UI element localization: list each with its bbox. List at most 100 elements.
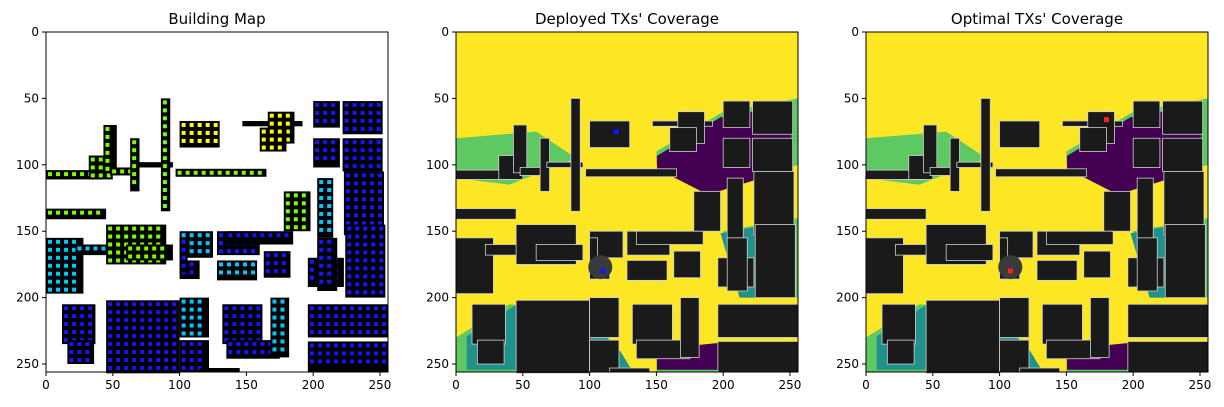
grid-point — [323, 148, 328, 153]
grid-point — [361, 213, 366, 218]
grid-point — [345, 197, 350, 202]
grid-point — [349, 322, 354, 327]
grid-point — [365, 314, 370, 319]
building — [956, 161, 994, 168]
grid-point — [363, 258, 368, 263]
grid-point — [181, 122, 186, 127]
grid-point — [140, 350, 145, 355]
grid-point — [285, 129, 290, 134]
grid-point — [352, 111, 357, 116]
grid-point — [56, 210, 61, 215]
grid-point — [309, 314, 314, 319]
grid-point — [265, 269, 270, 274]
building — [881, 303, 916, 345]
grid-point — [376, 118, 381, 123]
grid-point — [333, 306, 338, 311]
grid-point — [205, 122, 210, 127]
grid-point — [327, 188, 332, 193]
grid-point — [48, 287, 53, 292]
grid-point — [56, 247, 61, 252]
grid-point — [269, 121, 274, 126]
grid-point — [181, 299, 186, 304]
y-tick-label: 250 — [836, 357, 859, 371]
grid-point — [285, 137, 290, 142]
grid-point — [181, 233, 186, 238]
grid-point — [235, 262, 240, 267]
building — [722, 137, 751, 168]
x-tick-label: 250 — [1189, 378, 1212, 392]
tower — [998, 255, 1023, 280]
grid-point — [272, 315, 277, 320]
grid-point — [361, 221, 366, 226]
grid-point — [189, 241, 194, 246]
grid-point — [108, 258, 113, 263]
grid-point — [377, 213, 382, 218]
grid-point — [181, 366, 186, 371]
building — [1132, 137, 1161, 168]
grid-point — [251, 262, 256, 267]
grid-point — [365, 343, 370, 348]
grid-point — [108, 242, 113, 247]
grid-point — [373, 306, 378, 311]
grid-point — [344, 140, 349, 145]
grid-point — [368, 103, 373, 108]
grid-point — [357, 314, 362, 319]
building — [631, 303, 673, 345]
grid-point — [116, 334, 121, 339]
grid-point — [64, 247, 69, 252]
grid-point — [272, 339, 277, 344]
grid-point — [371, 234, 376, 239]
grid-point — [369, 221, 374, 226]
building — [722, 100, 751, 129]
grid-point — [197, 323, 202, 328]
grid-point — [293, 201, 298, 206]
grid-point — [315, 118, 320, 123]
grid-point — [323, 140, 328, 145]
building — [1164, 224, 1206, 299]
grid-point — [360, 103, 365, 108]
grid-point — [363, 282, 368, 287]
grid-point — [189, 138, 194, 143]
grid-point — [132, 140, 137, 145]
grid-point — [189, 358, 194, 363]
grid-point — [85, 350, 90, 355]
building — [515, 299, 590, 374]
grid-point — [309, 275, 314, 280]
grid-point — [116, 350, 121, 355]
grid-point — [164, 318, 169, 323]
building — [1136, 177, 1154, 239]
grid-point — [116, 326, 121, 331]
building — [1127, 341, 1209, 373]
grid-point — [69, 342, 74, 347]
grid-point — [357, 330, 362, 335]
grid-point — [108, 342, 113, 347]
building — [46, 208, 107, 220]
x-tick-label: 50 — [925, 378, 940, 392]
x-tick-label: 200 — [302, 378, 325, 392]
grid-point — [355, 242, 360, 247]
grid-point — [156, 334, 161, 339]
grid-point — [152, 254, 157, 259]
grid-point — [189, 350, 194, 355]
grid-point — [381, 330, 386, 335]
grid-point — [345, 205, 350, 210]
grid-point — [256, 306, 261, 311]
grid-point — [105, 166, 110, 171]
grid-point — [240, 306, 245, 311]
y-tick-label: 200 — [836, 291, 859, 305]
grid-point — [280, 331, 285, 336]
grid-point — [197, 122, 202, 127]
grid-point — [112, 169, 117, 174]
grid-point — [371, 242, 376, 247]
grid-point — [144, 254, 149, 259]
grid-point — [80, 172, 85, 177]
grid-point — [272, 299, 277, 304]
grid-point — [347, 258, 352, 263]
building — [546, 161, 584, 168]
grid-point — [280, 339, 285, 344]
grid-point — [172, 350, 177, 355]
grid-point — [327, 239, 332, 244]
grid-point — [128, 254, 133, 259]
building — [693, 190, 721, 232]
grid-point — [281, 261, 286, 266]
